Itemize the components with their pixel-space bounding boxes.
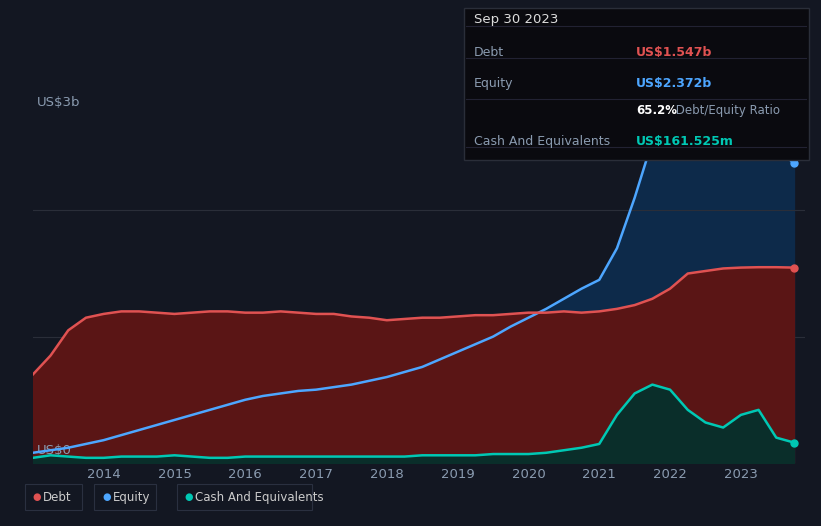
Text: US$0: US$0	[37, 444, 71, 457]
Text: Debt/Equity Ratio: Debt/Equity Ratio	[672, 104, 780, 117]
Text: US$3b: US$3b	[37, 96, 80, 108]
Text: Debt: Debt	[43, 491, 71, 503]
Text: US$161.525m: US$161.525m	[636, 135, 734, 148]
Text: Cash And Equivalents: Cash And Equivalents	[195, 491, 323, 503]
Text: ●: ●	[185, 492, 193, 502]
Text: Sep 30 2023: Sep 30 2023	[474, 13, 558, 26]
Text: Cash And Equivalents: Cash And Equivalents	[474, 135, 610, 148]
Text: Equity: Equity	[474, 77, 513, 90]
Text: US$1.547b: US$1.547b	[636, 46, 713, 59]
Text: Equity: Equity	[112, 491, 150, 503]
Text: 65.2%: 65.2%	[636, 104, 677, 117]
Text: Debt: Debt	[474, 46, 504, 59]
Text: ●: ●	[33, 492, 41, 502]
Text: ●: ●	[103, 492, 111, 502]
Text: US$2.372b: US$2.372b	[636, 77, 713, 90]
